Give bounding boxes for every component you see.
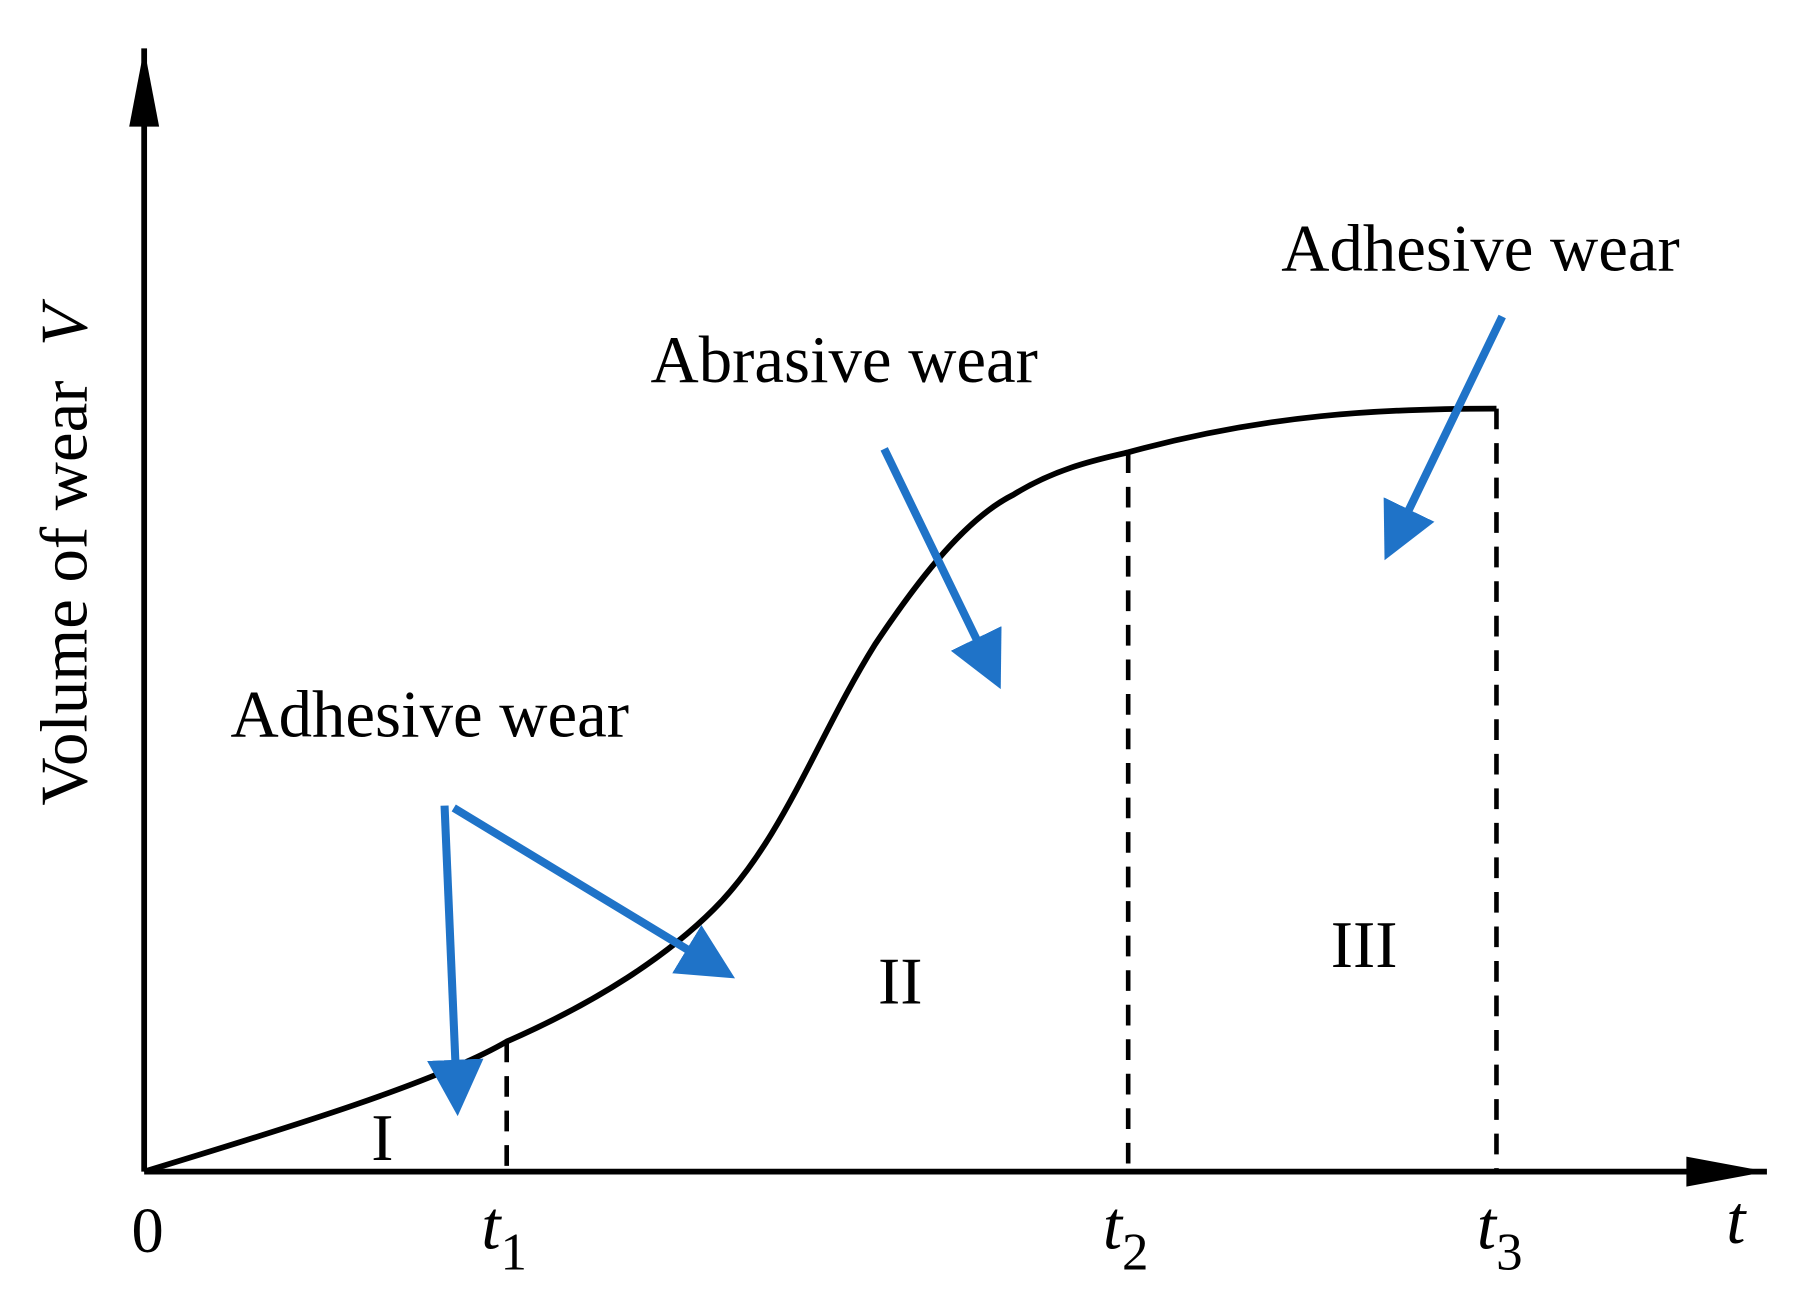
time-mark: t2 xyxy=(1103,1187,1149,1282)
arrow xyxy=(1383,314,1506,561)
y-label: Volume of wear xyxy=(29,381,102,806)
annotation: Adhesive wear xyxy=(1281,212,1679,285)
t-symbol: t xyxy=(1103,1187,1124,1264)
arrow xyxy=(451,804,736,979)
stage-label: II xyxy=(878,946,922,1019)
t-subscript: 3 xyxy=(1496,1223,1522,1281)
y-axis-label: Volume of wear V xyxy=(29,298,102,806)
t-symbol: t xyxy=(481,1187,502,1264)
time-mark: t3 xyxy=(1477,1187,1523,1282)
time-mark: t1 xyxy=(481,1187,527,1282)
annotation: Adhesive wear xyxy=(230,679,628,752)
wear-curve xyxy=(143,405,1497,1175)
x-arrow xyxy=(1686,1156,1767,1187)
origin-label: 0 xyxy=(132,1195,164,1266)
stage-label: I xyxy=(371,1102,393,1175)
x-symbol: t xyxy=(1726,1181,1747,1258)
y-symbol: V xyxy=(29,298,102,346)
t-subscript: 1 xyxy=(501,1223,527,1281)
arrow xyxy=(880,447,1002,690)
arrow xyxy=(427,805,484,1117)
y-arrow xyxy=(129,48,160,127)
t-symbol: t xyxy=(1477,1187,1498,1264)
t-subscript: 2 xyxy=(1122,1223,1148,1281)
stage-label: III xyxy=(1331,909,1398,982)
annotation: Abrasive wear xyxy=(651,324,1038,397)
